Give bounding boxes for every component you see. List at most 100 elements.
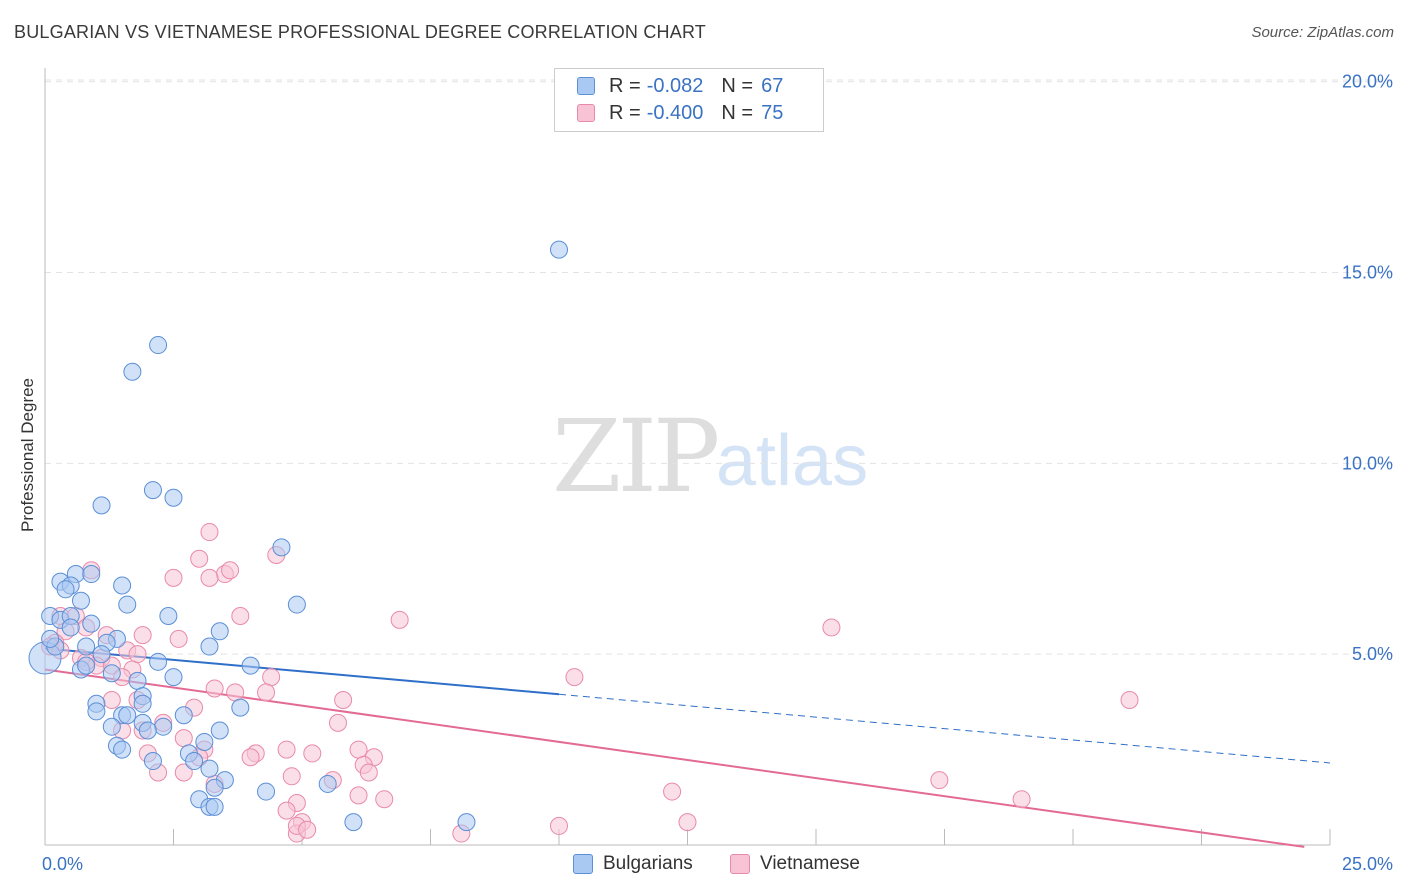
vietnamese-n-value: 75 bbox=[761, 101, 784, 124]
bulgarian-point bbox=[457, 813, 476, 832]
vietnamese-point bbox=[174, 729, 193, 748]
bulgarians-legend-label: Bulgarians bbox=[603, 853, 693, 874]
bulgarian-point bbox=[200, 759, 219, 778]
bulgarian-point bbox=[138, 721, 157, 740]
bulgarian-point bbox=[102, 717, 121, 736]
bulgarian-point bbox=[200, 637, 219, 656]
vietnamese-point bbox=[390, 610, 409, 629]
bulgarians-legend-swatch bbox=[573, 854, 593, 874]
bulgarian-point bbox=[159, 607, 178, 626]
vietnamese-point bbox=[550, 816, 568, 835]
vietnamese-point bbox=[303, 744, 322, 763]
chart-title: BULGARIAN VS VIETNAMESE PROFESSIONAL DEG… bbox=[14, 22, 707, 42]
correlation-legend: R = -0.082 N = 67 R = -0.400 N = 75 bbox=[554, 68, 824, 132]
bulgarian-point bbox=[164, 668, 183, 687]
bulgarian-point bbox=[143, 481, 162, 500]
n-label: N = bbox=[721, 101, 754, 124]
bulgarian-point bbox=[344, 813, 363, 832]
legend-row-vietnamese: R = -0.400 N = 75 bbox=[577, 100, 783, 126]
bulgarian-point bbox=[118, 706, 137, 725]
vietnamese-point bbox=[298, 820, 317, 839]
vietnamese-point bbox=[257, 683, 276, 702]
bulgarian-point bbox=[231, 698, 250, 717]
bulgarian-point bbox=[149, 652, 168, 671]
bulgarian-point bbox=[82, 565, 101, 584]
watermark-atlas: atlas bbox=[716, 421, 869, 501]
vietnamese-legend-label: Vietnamese bbox=[760, 853, 860, 874]
vietnamese-point bbox=[282, 767, 301, 786]
bulgarian-point bbox=[210, 622, 229, 641]
bulgarian-point bbox=[210, 721, 229, 740]
bulgarian-point bbox=[77, 637, 96, 656]
bulgarian-point bbox=[82, 614, 101, 633]
bulgarian-point bbox=[41, 629, 60, 648]
bulgarian-point bbox=[61, 618, 80, 637]
y-tick-label: 15.0% bbox=[1342, 263, 1393, 283]
vietnamese-point bbox=[226, 683, 245, 702]
vietnamese-point bbox=[262, 668, 281, 687]
vietnamese-point bbox=[190, 549, 209, 568]
bulgarians-swatch bbox=[577, 77, 595, 95]
vietnamese-point bbox=[200, 523, 219, 542]
legend-row-bulgarians: R = -0.082 N = 67 bbox=[577, 73, 783, 99]
vietnamese-point bbox=[349, 786, 368, 805]
x-tick-label-max: 25.0% bbox=[1342, 854, 1393, 874]
bulgarian-point bbox=[118, 595, 137, 614]
vietnamese-swatch bbox=[577, 104, 595, 122]
vietnamese-point bbox=[102, 690, 121, 709]
bulgarian-point bbox=[143, 752, 162, 771]
r-label: R = bbox=[609, 101, 641, 124]
vietnamese-point bbox=[169, 629, 188, 648]
vietnamese-point bbox=[133, 626, 152, 645]
bulgarian-point bbox=[550, 240, 568, 259]
bulgarian-point bbox=[241, 656, 260, 675]
bulgarian-point bbox=[154, 717, 173, 736]
vietnamese-point bbox=[678, 813, 697, 832]
y-tick-label: 20.0% bbox=[1342, 72, 1393, 92]
vietnamese-point bbox=[349, 740, 368, 759]
bulgarian-point bbox=[185, 752, 204, 771]
tick-labels: 5.0% 10.0% 15.0% 20.0% 0.0% 25.0% bbox=[42, 72, 1393, 874]
vietnamese-trend-line bbox=[44, 668, 1305, 848]
vietnamese-point bbox=[930, 771, 949, 790]
bulgarian-point bbox=[77, 656, 96, 675]
vietnamese-point bbox=[1120, 690, 1139, 709]
n-label: N = bbox=[721, 74, 754, 97]
vietnamese-point bbox=[200, 568, 219, 587]
y-tick-label: 5.0% bbox=[1352, 644, 1393, 664]
vietnamese-point bbox=[277, 801, 296, 820]
bulgarian-point bbox=[102, 664, 121, 683]
bulgarian-point bbox=[92, 496, 111, 515]
bulgarian-point bbox=[174, 706, 193, 725]
bulgarian-point bbox=[128, 671, 147, 690]
axes bbox=[44, 68, 1331, 846]
vietnamese-point bbox=[277, 740, 296, 759]
r-label: R = bbox=[609, 74, 641, 97]
vietnamese-point bbox=[822, 618, 841, 637]
vietnamese-point bbox=[128, 645, 147, 664]
bulgarian-point bbox=[113, 576, 132, 595]
x-tick-label-min: 0.0% bbox=[42, 854, 83, 874]
bulgarian-point bbox=[205, 797, 224, 816]
vietnamese-point bbox=[174, 763, 193, 782]
bulgarian-points bbox=[28, 240, 568, 832]
vietnamese-point bbox=[328, 713, 347, 732]
bulgarian-point bbox=[195, 732, 214, 751]
bulgarian-point bbox=[87, 702, 106, 721]
bulgarian-point bbox=[257, 782, 276, 801]
bulgarian-point bbox=[164, 488, 183, 507]
bulgarian-point bbox=[113, 740, 132, 759]
vietnamese-point bbox=[221, 561, 240, 580]
bulgarians-trend-extension bbox=[558, 693, 1331, 764]
vietnamese-r-value: -0.400 bbox=[646, 101, 704, 124]
vietnamese-point bbox=[231, 607, 250, 626]
bottom-legend-vietnamese: Vietnamese bbox=[730, 851, 860, 877]
gridlines bbox=[45, 79, 1392, 655]
bulgarian-point bbox=[272, 538, 291, 557]
vietnamese-point bbox=[359, 763, 378, 782]
bulgarian-point bbox=[287, 595, 306, 614]
vietnamese-legend-swatch bbox=[730, 854, 750, 874]
bulgarian-point bbox=[56, 580, 75, 599]
watermark-zip: ZIP bbox=[552, 398, 720, 515]
